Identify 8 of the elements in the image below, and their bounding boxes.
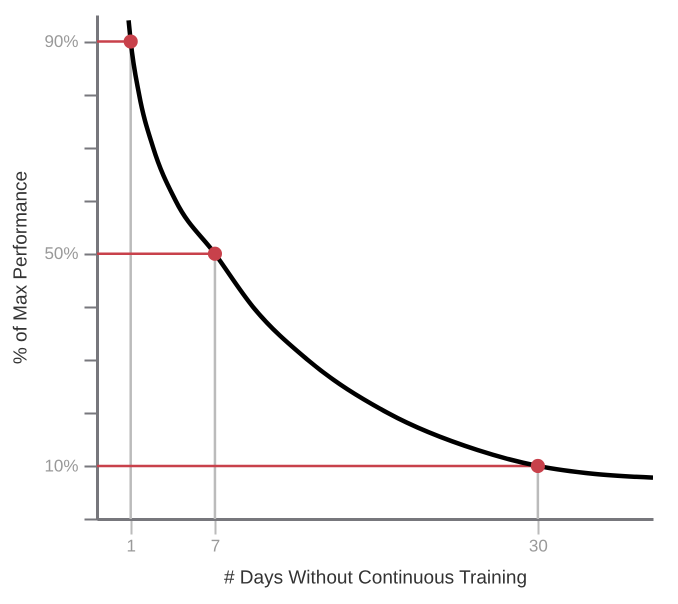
- y-tick-label: 10%: [44, 456, 78, 476]
- x-tick-label: 30: [528, 536, 548, 556]
- x-tick-label: 7: [210, 536, 220, 556]
- y-axis-title: % of Max Performance: [10, 170, 32, 364]
- x-tick-label: 1: [126, 536, 136, 556]
- y-tick-label: 90%: [44, 32, 78, 52]
- x-axis-title: # Days Without Continuous Training: [224, 568, 528, 588]
- y-tick-label: 50%: [44, 244, 78, 264]
